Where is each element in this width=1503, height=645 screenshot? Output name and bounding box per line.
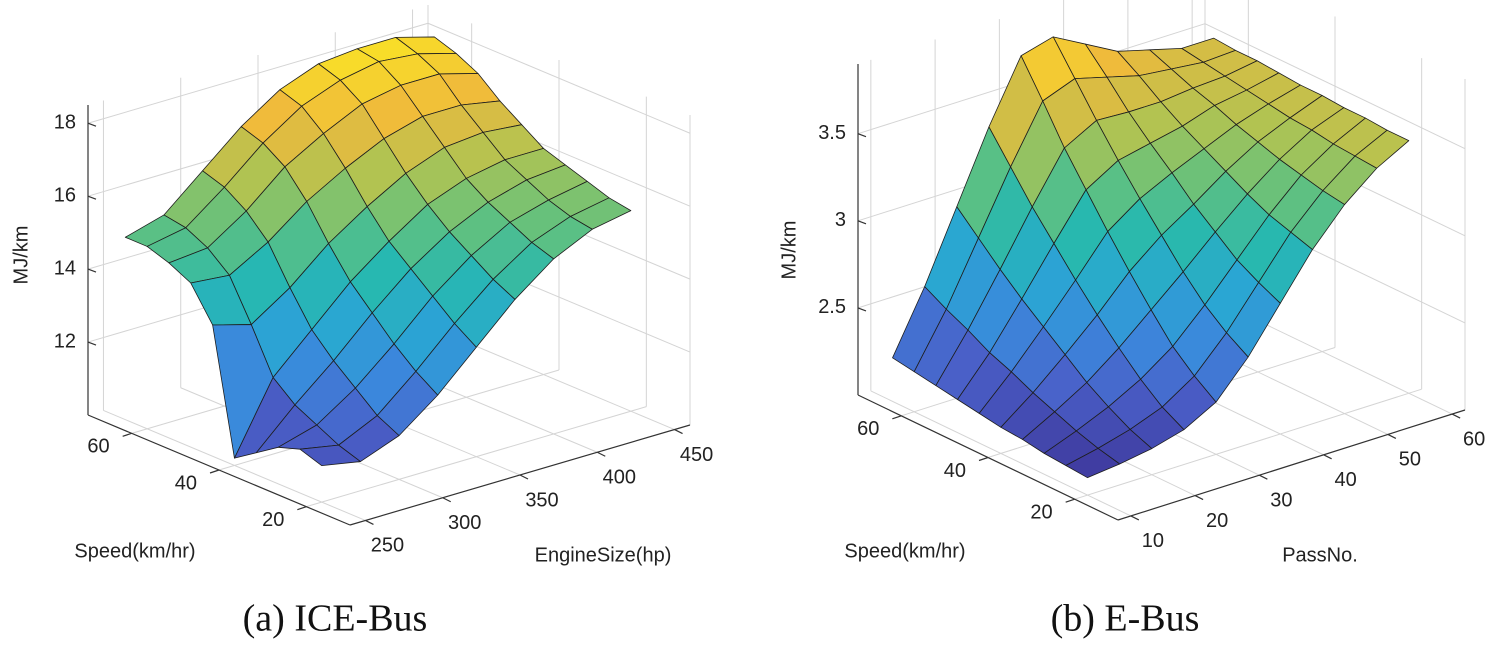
grid-line xyxy=(306,406,647,508)
y-tick xyxy=(209,469,220,474)
x-tick xyxy=(1130,515,1140,521)
y-axis-label: Speed(km/hr) xyxy=(74,540,195,562)
x-tick-label: 50 xyxy=(1399,449,1421,471)
z-tick-label: 3.5 xyxy=(818,122,846,144)
x-tick xyxy=(1259,474,1268,480)
x-tick xyxy=(1387,433,1397,439)
y-tick xyxy=(1065,498,1075,503)
y-tick xyxy=(892,415,902,420)
x-tick xyxy=(597,451,606,457)
surface-face xyxy=(1065,447,1121,479)
z-tick-label: 2.5 xyxy=(818,296,846,318)
z-tick-label: 12 xyxy=(54,330,76,352)
y-tick-label: 60 xyxy=(857,418,879,440)
caption: (b) E-Bus xyxy=(1051,598,1200,640)
ice-bus-chart: 20 40 60 250 300 350 400 450 12 14 16 18 Speed(km/hr… xyxy=(10,5,713,566)
x-tick xyxy=(365,519,374,525)
z-tick-label: 18 xyxy=(54,112,76,134)
x-axis-label: EngineSize(hp) xyxy=(535,544,672,566)
z-tick xyxy=(87,268,97,273)
z-tick xyxy=(87,122,97,127)
y-tick-label: 60 xyxy=(87,436,109,458)
x-tick xyxy=(1194,495,1204,501)
x-tick-label: 300 xyxy=(448,512,481,534)
x-axis xyxy=(1117,409,1466,521)
y-tick-label: 40 xyxy=(944,460,966,482)
z-tick xyxy=(87,195,97,200)
x-tick-label: 10 xyxy=(1142,530,1164,552)
z-axis-label: MJ/km xyxy=(10,226,32,285)
y-tick xyxy=(978,456,989,462)
x-tick xyxy=(1451,413,1461,419)
y-tick-label: 40 xyxy=(175,472,197,494)
x-tick xyxy=(442,497,451,503)
y-tick xyxy=(297,506,307,511)
x-tick-label: 450 xyxy=(680,444,713,466)
x-tick xyxy=(519,474,529,480)
surface-face xyxy=(299,444,361,467)
z-tick xyxy=(857,133,867,138)
y-tick xyxy=(122,432,132,437)
y-tick-label: 20 xyxy=(262,509,284,531)
grid-line xyxy=(87,22,429,124)
grid-line xyxy=(1204,23,1466,150)
x-tick-label: 40 xyxy=(1335,469,1357,491)
z-tick xyxy=(87,341,97,346)
x-tick-label: 350 xyxy=(525,489,558,511)
x-tick-label: 20 xyxy=(1206,510,1228,532)
grid-line xyxy=(1074,388,1422,500)
x-tick-label: 400 xyxy=(603,467,636,489)
y-tick-label: 20 xyxy=(1030,501,1052,523)
x-tick-label: 60 xyxy=(1463,428,1485,450)
x-tick-label: 250 xyxy=(371,535,404,557)
caption: (a) ICE-Bus xyxy=(243,598,428,640)
z-tick-label: 3 xyxy=(835,209,846,231)
z-tick-label: 16 xyxy=(54,184,76,206)
e-bus-chart: 20 40 60 10 20 30 40 50 60 2.5 3 3.5 Speed(km/hr) Pas… xyxy=(778,0,1485,566)
z-axis-label: MJ/km xyxy=(778,221,800,280)
x-tick xyxy=(674,429,683,435)
z-tick xyxy=(857,307,867,312)
x-tick-label: 30 xyxy=(1270,489,1292,511)
x-tick xyxy=(1323,454,1332,460)
grid-line xyxy=(427,22,691,134)
z-tick xyxy=(857,220,867,225)
x-axis-label: PassNo. xyxy=(1282,544,1358,566)
y-axis-label: Speed(km/hr) xyxy=(844,540,965,562)
z-tick-label: 14 xyxy=(54,257,76,279)
